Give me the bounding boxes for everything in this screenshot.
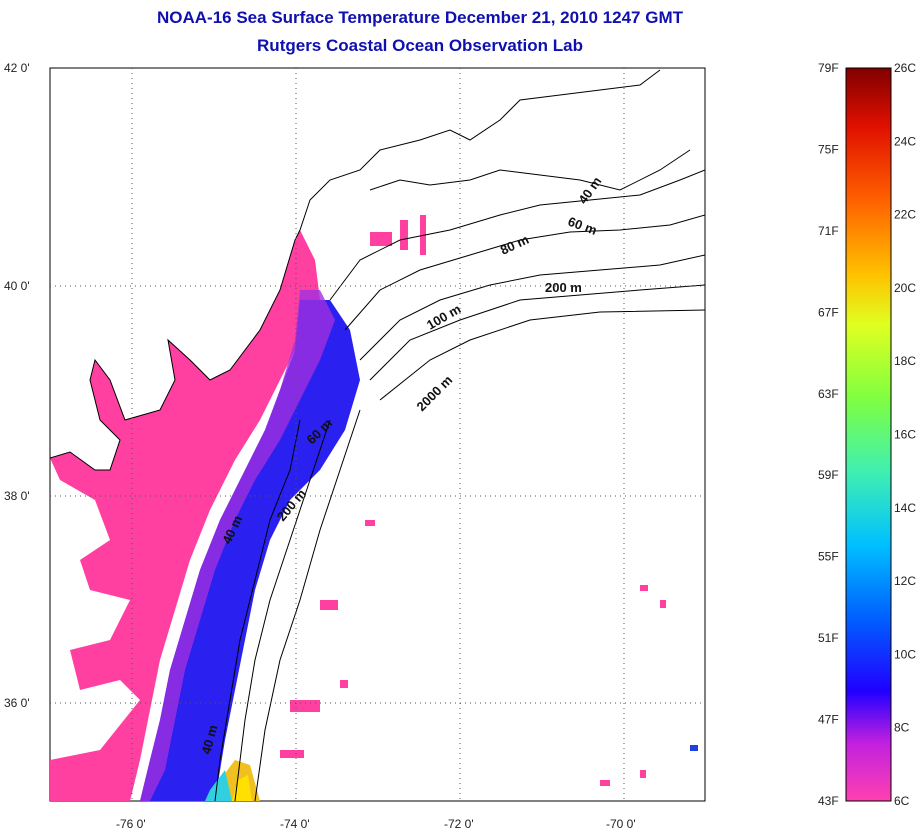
sst-blue-speck — [690, 745, 698, 751]
colorbar-f-label: 51F — [818, 631, 839, 645]
sst-mid-water — [140, 300, 360, 801]
colorbar-c-label: 12C — [894, 574, 916, 588]
colorbar-c-label: 24C — [894, 134, 916, 148]
lat-label: 42 0' — [4, 61, 30, 75]
lat-label: 38 0' — [4, 489, 30, 503]
colorbar-f-label: 79F — [818, 61, 839, 75]
coastline-islands — [369, 149, 691, 191]
map-subtitle: Rutgers Coastal Ocean Observation Lab — [257, 36, 583, 55]
coastline — [50, 69, 661, 471]
colorbar-c-label: 10C — [894, 647, 916, 661]
colorbar-c-label: 20C — [894, 281, 916, 295]
lat-label: 40 0' — [4, 279, 30, 293]
colorbar-f-label: 67F — [818, 305, 839, 319]
colorbar-f-label: 63F — [818, 387, 839, 401]
colorbar-c-label: 26C — [894, 61, 916, 75]
colorbar-f-label: 55F — [818, 550, 839, 564]
colorbar-c-label: 14C — [894, 501, 916, 515]
sst-cyan-edge — [205, 770, 232, 801]
sst-cold-water — [50, 230, 320, 801]
lat-label: 36 0' — [4, 696, 30, 710]
colorbar-f-label: 59F — [818, 468, 839, 482]
lon-label: -72 0' — [444, 817, 474, 831]
colorbar-c-label: 8C — [894, 721, 910, 735]
colorbar-fahrenheit-labels: 79F 75F 71F 67F 63F 59F 55F 51F 47F 43F — [818, 61, 839, 808]
lon-label: -76 0' — [116, 817, 146, 831]
colorbar — [845, 67, 892, 802]
lon-label: -70 0' — [606, 817, 636, 831]
lon-label: -74 0' — [280, 817, 310, 831]
bathymetry-contours — [214, 169, 705, 801]
sst-warm-core — [232, 775, 252, 801]
graticule — [50, 68, 705, 801]
colorbar-c-label: 22C — [894, 208, 916, 222]
colorbar-c-label: 18C — [894, 354, 916, 368]
contour-label: 200 m — [545, 280, 582, 295]
colorbar-f-label: 43F — [818, 794, 839, 808]
map-title: NOAA-16 Sea Surface Temperature December… — [157, 8, 683, 27]
contour-label: 40 m — [198, 723, 220, 756]
colorbar-f-label: 71F — [818, 224, 839, 238]
colorbar-f-label: 47F — [818, 713, 839, 727]
colorbar-c-label: 16C — [894, 428, 916, 442]
sst-violet-band — [140, 290, 335, 801]
colorbar-c-label: 6C — [894, 794, 910, 808]
colorbar-f-label: 75F — [818, 142, 839, 156]
colorbar-celsius-labels: 26C 24C 22C 20C 18C 16C 14C 12C 10C 8C 6C — [894, 61, 916, 808]
